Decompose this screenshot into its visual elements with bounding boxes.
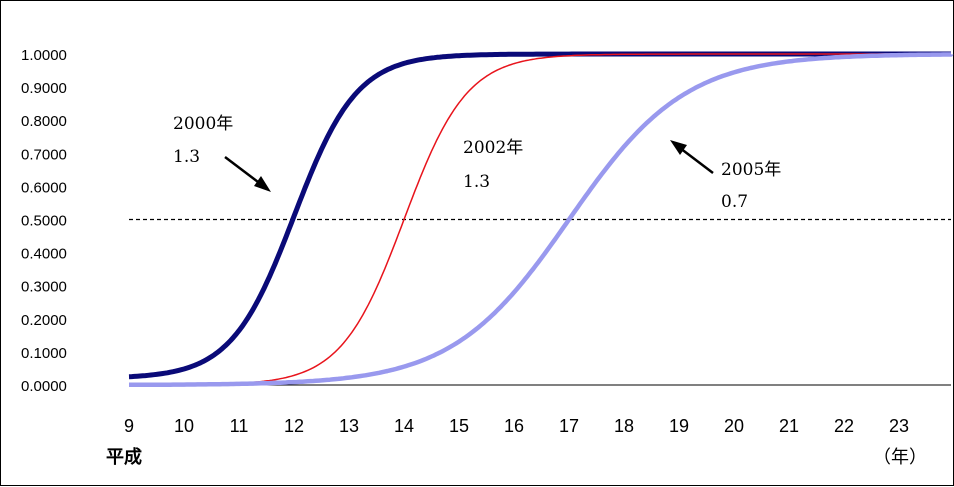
- x-tick-label: 20: [724, 416, 744, 436]
- y-tick-label: 0.6000: [21, 179, 67, 196]
- annotation-2005-value: 0.7: [721, 192, 748, 212]
- y-tick-label: 0.5000: [21, 213, 67, 230]
- x-tick-label: 22: [834, 416, 854, 436]
- annotation-2005-arrow: [670, 140, 714, 174]
- y-tick-label: 0.4000: [21, 246, 67, 263]
- y-tick-label: 0.3000: [21, 279, 67, 296]
- y-tick-label: 0.8000: [21, 113, 67, 130]
- x-tick-label: 14: [394, 416, 414, 436]
- x-tick-label: 9: [124, 416, 134, 436]
- x-tick-label: 19: [669, 416, 689, 436]
- series-group: [128, 51, 954, 388]
- x-tick-label: 13: [339, 416, 359, 436]
- annotation-2002-value: 1.3: [463, 172, 490, 192]
- series-line-2: [129, 52, 954, 388]
- x-tick-label: 21: [779, 416, 799, 436]
- y-tick-label: 0.0000: [21, 378, 67, 395]
- annotation-2000-arrow: [224, 156, 271, 192]
- annotation-2005-year: 2005年: [721, 160, 781, 180]
- x-tick-label: 17: [559, 416, 579, 436]
- y-tick-label: 0.1000: [21, 345, 67, 362]
- x-tick-label: 10: [174, 416, 194, 436]
- series-line-0: [128, 51, 951, 380]
- annotation-2000-value: 1.3: [173, 147, 200, 167]
- x-tick-label: 23: [889, 416, 909, 436]
- x-tick-label: 11: [230, 416, 249, 436]
- y-tick-label: 0.7000: [21, 146, 67, 163]
- x-tick-label: 18: [614, 416, 634, 436]
- x-axis: 9 10 11 12 13 14 15 16 17 18 19 20 21 22 23: [124, 416, 909, 436]
- y-axis: 0.0000 0.1000 0.2000 0.3000 0.4000 0.5000 0.60…: [21, 47, 67, 395]
- annotation-2002-year: 2002年: [463, 138, 523, 158]
- x-axis-unit-label: （年）: [873, 447, 927, 468]
- x-tick-label: 15: [449, 416, 469, 436]
- x-tick-label: 12: [284, 416, 304, 436]
- series-line-1: [129, 53, 951, 386]
- x-tick-label: 16: [504, 416, 524, 436]
- y-tick-label: 0.2000: [21, 312, 67, 329]
- y-tick-label: 0.9000: [21, 80, 67, 97]
- x-axis-era-label: 平成: [106, 446, 142, 468]
- y-tick-label: 1.0000: [21, 47, 67, 64]
- annotation-2000-year: 2000年: [173, 114, 233, 134]
